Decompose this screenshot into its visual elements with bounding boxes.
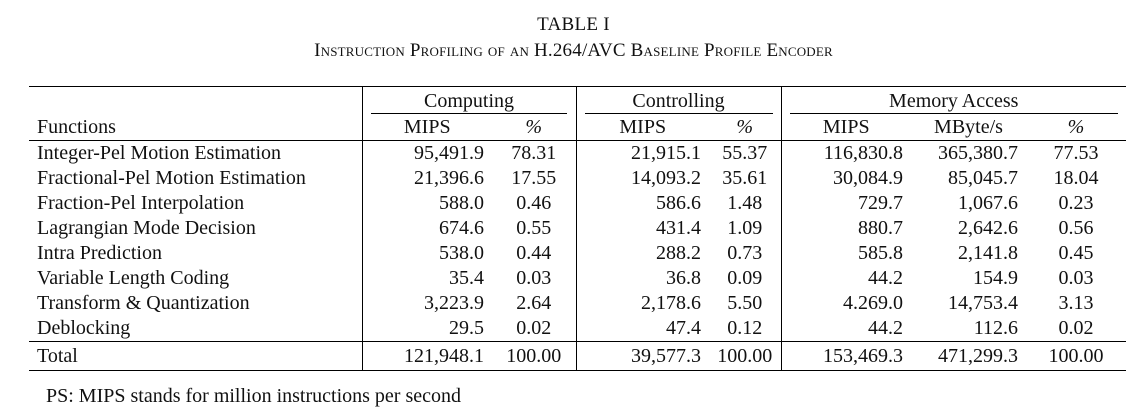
table-cell: 3.13 xyxy=(1058,292,1094,314)
table-cell: 5.50 xyxy=(727,292,763,314)
table-cell: 674.6 xyxy=(361,216,492,241)
table-cell: 47.4 xyxy=(575,316,709,342)
total-row: Total 121,948.1 100.00 39,577.3 100.00 153,46… xyxy=(29,341,1127,371)
table-cell: 121,948.1 xyxy=(361,341,492,371)
function-name: Total xyxy=(29,341,362,371)
table-cell: 14,093.2 xyxy=(575,166,709,191)
table-cell: 0.02 xyxy=(516,317,552,339)
table-cell: 112.6 xyxy=(973,317,1018,339)
function-name: Lagrangian Mode Decision xyxy=(37,217,256,239)
table-cell: 880.7 xyxy=(780,216,911,241)
function-name: Deblocking xyxy=(37,317,131,339)
table-cell: 21,396.6 xyxy=(361,166,492,191)
table-cell: 100.00 xyxy=(492,341,576,371)
table-row: Fraction-Pel Interpolation 588.0 0.46 586.6… xyxy=(29,191,1126,216)
table-cell: 2,141.8 xyxy=(958,242,1018,264)
table-cell: 586.6 xyxy=(575,191,709,216)
table-cell: 538.0 xyxy=(361,241,492,266)
table-cell: 0.23 xyxy=(1058,192,1094,214)
table-cell: 585.8 xyxy=(780,241,911,266)
table-cell: 0.12 xyxy=(727,317,763,339)
table-cell: 431.4 xyxy=(575,216,709,241)
table-cell: 100.00 xyxy=(1026,341,1127,371)
table-cell: 0.03 xyxy=(1058,267,1094,289)
table-cell: 1,067.6 xyxy=(958,192,1018,214)
table-row: Fractional-Pel Motion Estimation 21,396.6… xyxy=(29,166,1126,191)
table-cell: 2.64 xyxy=(516,292,552,314)
table-cell: 0.55 xyxy=(516,217,552,239)
profiling-table: Computing Controlling Memory Access Func… xyxy=(29,86,1127,371)
table-cell: 153,469.3 xyxy=(780,341,911,371)
function-name: Intra Prediction xyxy=(37,242,162,264)
table-cell: 36.8 xyxy=(575,266,709,291)
table-row: Variable Length Coding 35.4 0.03 36.8 0.09 44… xyxy=(29,266,1126,291)
table-cell: 18.04 xyxy=(1053,167,1099,189)
col-controlling-mips: MIPS xyxy=(575,115,709,141)
table-cell: 0.45 xyxy=(1058,242,1094,264)
table-cell: 3,223.9 xyxy=(361,291,492,316)
group-controlling: Controlling xyxy=(575,86,781,115)
table-row: Deblocking 29.5 0.02 47.4 0.12 44.2 112.6 0.02 xyxy=(29,316,1126,342)
table-cell: 2,642.6 xyxy=(958,217,1018,239)
table-cell: 21,915.1 xyxy=(575,140,709,166)
col-memory-mbytes: MByte/s xyxy=(911,115,1026,141)
col-computing-mips: MIPS xyxy=(361,115,492,141)
function-name: Fraction-Pel Interpolation xyxy=(37,192,245,214)
function-name: Integer-Pel Motion Estimation xyxy=(37,142,282,164)
table-cell: 471,299.3 xyxy=(911,341,1026,371)
col-memory-percent: % xyxy=(1026,115,1127,141)
col-memory-mips: MIPS xyxy=(780,115,911,141)
table-cell: 0.73 xyxy=(727,242,763,264)
function-name: Transform & Quantization xyxy=(37,292,250,314)
table-cell: 39,577.3 xyxy=(575,341,709,371)
table-cell: 78.31 xyxy=(511,142,557,164)
table-cell: 1.09 xyxy=(727,217,763,239)
table-row: Integer-Pel Motion Estimation 95,491.9 78.… xyxy=(29,140,1126,166)
table-cell: 288.2 xyxy=(575,241,709,266)
group-computing: Computing xyxy=(361,86,576,115)
col-controlling-percent: % xyxy=(709,115,781,141)
table-cell: 4.269.0 xyxy=(780,291,911,316)
table-cell: 0.56 xyxy=(1058,217,1094,239)
function-name: Fractional-Pel Motion Estimation xyxy=(37,167,306,189)
table-cell: 30,084.9 xyxy=(780,166,911,191)
table-cell: 95,491.9 xyxy=(361,140,492,166)
table-cell: 35.4 xyxy=(361,266,492,291)
column-header-row: Functions MIPS % MIPS % MIPS MByte/s % xyxy=(29,115,1127,141)
table-cell: 100.00 xyxy=(709,341,781,371)
table-cell: 55.37 xyxy=(722,142,768,164)
table-cell: 1.48 xyxy=(727,192,763,214)
table-row: Intra Prediction 538.0 0.44 288.2 0.73 585.8 2… xyxy=(29,241,1126,266)
table-number: TABLE I xyxy=(537,14,610,35)
table-cell: 729.7 xyxy=(780,191,911,216)
table-cell: 44.2 xyxy=(780,266,911,291)
table-cell: 116,830.8 xyxy=(780,140,911,166)
table-cell: 0.03 xyxy=(516,267,552,289)
table-cell: 44.2 xyxy=(780,316,911,342)
table-cell: 77.53 xyxy=(1053,142,1099,164)
col-computing-percent: % xyxy=(492,115,576,141)
table-cell: 35.61 xyxy=(722,167,768,189)
group-memory-access: Memory Access xyxy=(780,86,1127,115)
table-cell: 0.46 xyxy=(516,192,552,214)
table-cell: 85,045.7 xyxy=(948,167,1018,189)
table-cell: 365,380.7 xyxy=(938,142,1018,164)
col-functions: Functions xyxy=(29,115,362,141)
function-name: Variable Length Coding xyxy=(37,267,230,289)
table-row: Lagrangian Mode Decision 674.6 0.55 431.4 1.… xyxy=(29,216,1126,241)
table-row: Transform & Quantization 3,223.9 2.64 2,178… xyxy=(29,291,1126,316)
table-title: Instruction Profiling of an H.264/AVC Ba… xyxy=(314,40,833,61)
table-cell: 29.5 xyxy=(361,316,492,342)
table-cell: 154.9 xyxy=(973,267,1018,289)
table-cell: 0.02 xyxy=(1058,317,1094,339)
table-cell: 2,178.6 xyxy=(575,291,709,316)
table-cell: 14,753.4 xyxy=(948,292,1018,314)
footnote: PS: MIPS stands for million instructions… xyxy=(46,385,461,407)
group-header-row: Computing Controlling Memory Access xyxy=(29,86,1127,115)
table-cell: 588.0 xyxy=(361,191,492,216)
table-cell: 0.44 xyxy=(516,242,552,264)
table-cell: 17.55 xyxy=(511,167,557,189)
table-cell: 0.09 xyxy=(727,267,763,289)
